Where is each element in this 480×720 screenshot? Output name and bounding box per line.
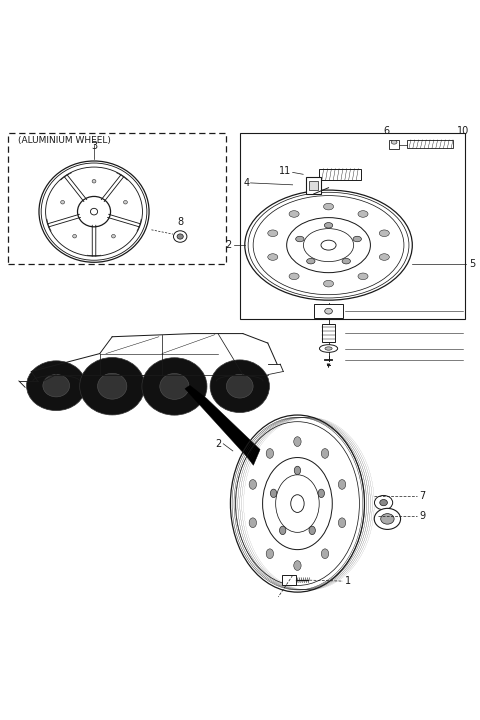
Ellipse shape (338, 518, 346, 528)
Ellipse shape (320, 345, 337, 352)
Ellipse shape (291, 495, 304, 513)
Ellipse shape (296, 236, 304, 242)
Ellipse shape (321, 549, 329, 559)
Ellipse shape (268, 230, 278, 237)
Ellipse shape (380, 500, 387, 505)
Ellipse shape (381, 513, 394, 524)
Ellipse shape (358, 211, 368, 217)
Ellipse shape (279, 526, 286, 535)
Ellipse shape (294, 561, 301, 570)
Ellipse shape (294, 467, 300, 474)
Ellipse shape (321, 449, 329, 459)
Text: 7: 7 (420, 492, 426, 501)
Ellipse shape (97, 373, 127, 399)
Ellipse shape (374, 508, 401, 529)
Text: (ALUMINIUM WHEEL): (ALUMINIUM WHEEL) (18, 137, 111, 145)
Ellipse shape (309, 526, 315, 535)
Ellipse shape (325, 347, 332, 350)
Ellipse shape (268, 253, 278, 261)
Ellipse shape (379, 253, 389, 261)
Ellipse shape (26, 361, 86, 410)
Ellipse shape (318, 489, 324, 498)
Ellipse shape (342, 258, 350, 264)
Ellipse shape (307, 258, 315, 264)
Polygon shape (185, 385, 260, 465)
Ellipse shape (90, 208, 97, 215)
Text: 2: 2 (226, 240, 232, 250)
Ellipse shape (358, 273, 368, 279)
Text: 6: 6 (384, 126, 390, 136)
Ellipse shape (289, 211, 299, 217)
Ellipse shape (266, 549, 274, 559)
Ellipse shape (123, 200, 127, 204)
Ellipse shape (353, 236, 361, 242)
Bar (240, 132, 465, 319)
Ellipse shape (324, 203, 334, 210)
Ellipse shape (324, 222, 333, 228)
Ellipse shape (289, 273, 299, 279)
Text: 1: 1 (345, 576, 351, 586)
Ellipse shape (43, 374, 70, 397)
Ellipse shape (321, 240, 336, 250)
Ellipse shape (391, 140, 397, 144)
Ellipse shape (324, 308, 332, 314)
Ellipse shape (210, 360, 269, 413)
Bar (407, 140, 454, 148)
Ellipse shape (379, 230, 389, 237)
Ellipse shape (227, 374, 253, 398)
Ellipse shape (249, 518, 256, 528)
Bar (282, 575, 296, 585)
Ellipse shape (324, 280, 334, 287)
Ellipse shape (173, 231, 187, 242)
Bar (306, 176, 322, 194)
Bar (8, 132, 226, 264)
Text: 5: 5 (469, 259, 475, 269)
Ellipse shape (294, 437, 301, 446)
Text: 10: 10 (456, 126, 469, 136)
Text: 9: 9 (420, 510, 426, 521)
Text: 8: 8 (177, 217, 183, 227)
Ellipse shape (338, 480, 346, 490)
Text: 4: 4 (243, 178, 250, 188)
Text: 11: 11 (279, 166, 291, 176)
Ellipse shape (142, 358, 207, 415)
Ellipse shape (72, 235, 76, 238)
Text: 2: 2 (216, 438, 222, 449)
Ellipse shape (249, 480, 256, 490)
Ellipse shape (60, 200, 64, 204)
Ellipse shape (160, 374, 189, 400)
Ellipse shape (374, 495, 393, 510)
Bar (314, 305, 343, 318)
Ellipse shape (270, 489, 277, 498)
Ellipse shape (266, 449, 274, 459)
Ellipse shape (92, 179, 96, 183)
Bar (319, 168, 361, 180)
Ellipse shape (177, 234, 183, 239)
Ellipse shape (80, 358, 145, 415)
Bar (323, 323, 335, 342)
Ellipse shape (111, 235, 115, 238)
Bar (389, 140, 399, 149)
Bar (309, 181, 318, 190)
Text: 3: 3 (91, 141, 97, 151)
